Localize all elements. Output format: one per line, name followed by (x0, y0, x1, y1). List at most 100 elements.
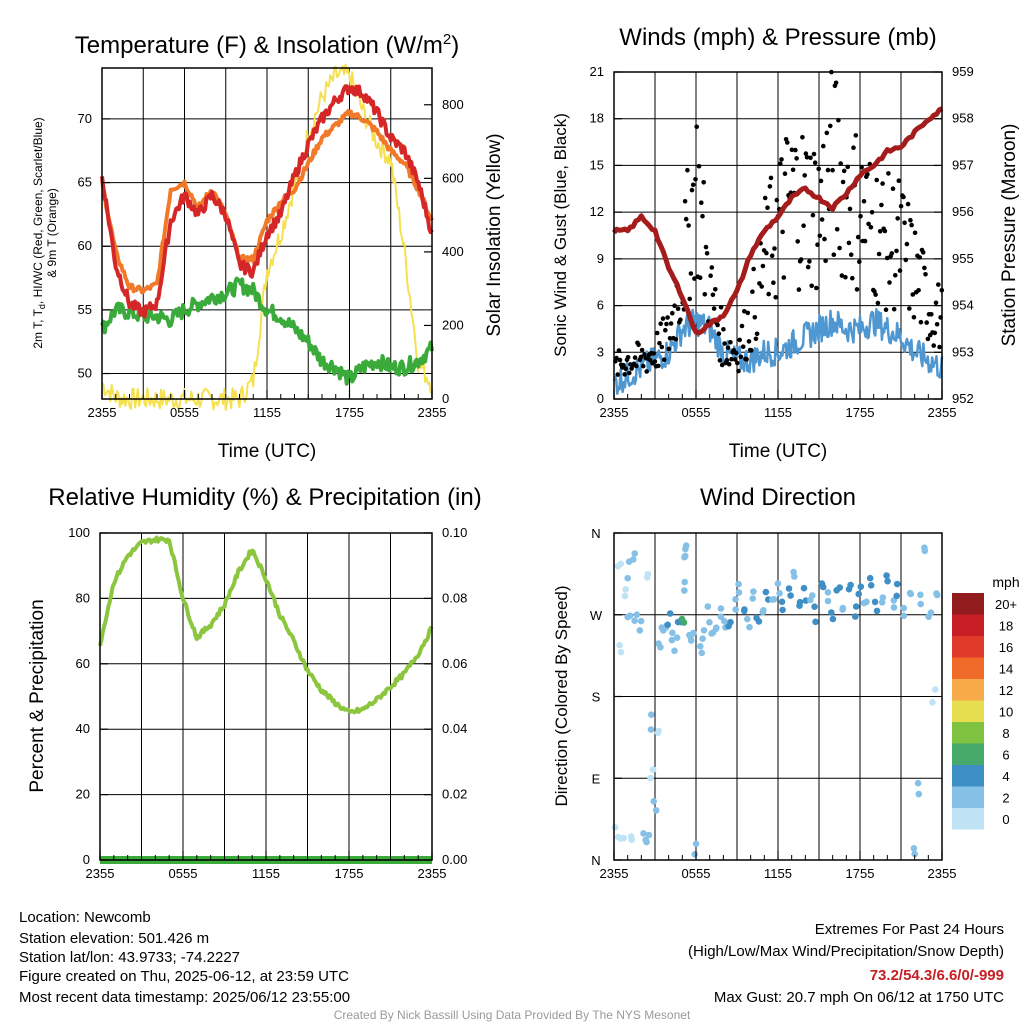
gust-point (932, 330, 938, 336)
gust-point (779, 157, 784, 162)
gust-point (661, 357, 667, 363)
gust-point (760, 263, 766, 269)
humidity-y-label: Percent & Precipitation (27, 599, 48, 792)
gust-point (801, 223, 806, 228)
y2-tick-label: 955 (952, 251, 974, 266)
gust-point (929, 312, 934, 317)
gust-point (672, 303, 677, 309)
gust-point (710, 292, 716, 298)
direction-point (818, 580, 826, 587)
gust-point (893, 273, 898, 278)
direction-point (668, 636, 676, 644)
x-tick-label: 2355 (600, 866, 629, 881)
gust-point (627, 370, 632, 376)
pressure-line (612, 106, 944, 336)
gust-point (682, 199, 688, 204)
gust-point (902, 220, 907, 226)
gust-point (877, 229, 883, 234)
gust-point (659, 344, 665, 350)
y-tick-label: 60 (76, 656, 90, 671)
gust-point (773, 295, 778, 300)
direction-title: Wind Direction (700, 484, 856, 511)
x-tick-label: 0555 (169, 866, 198, 881)
direction-point (878, 599, 886, 606)
y2-tick-label: 200 (442, 317, 464, 332)
gust-point (697, 275, 703, 281)
direction-point (669, 629, 676, 637)
gust-point (644, 369, 649, 374)
gust-point (816, 166, 821, 172)
gust-point (782, 171, 788, 176)
direction-point (721, 617, 728, 625)
direction-point (643, 838, 650, 846)
direction-point (785, 585, 793, 592)
direction-point (708, 630, 715, 637)
direction-point (735, 580, 742, 588)
direction-point (630, 556, 637, 563)
gust-point (772, 246, 777, 251)
y-tick-label: 15 (590, 157, 604, 172)
gust-point (762, 195, 768, 201)
gust-point (693, 177, 698, 182)
direction-point (680, 619, 688, 626)
footer-location: Location: Newcomb (19, 909, 151, 926)
gust-point (663, 327, 668, 333)
direction-point (910, 845, 918, 852)
gust-point (742, 309, 747, 314)
gust-point (818, 178, 824, 184)
x-tick-label: 0555 (170, 405, 199, 420)
direction-point (681, 578, 688, 586)
x-tick-label: 1155 (252, 866, 280, 881)
x-tick-label: 2355 (88, 405, 117, 420)
direction-point (621, 592, 629, 600)
y2-tick-label: 953 (952, 344, 974, 359)
legend-swatch (952, 593, 984, 615)
direction-points (611, 542, 941, 858)
direction-point (929, 699, 936, 706)
legend-label: 18 (999, 619, 1013, 634)
direction-point (807, 596, 814, 604)
direction-point (699, 635, 706, 642)
gust-point (891, 306, 897, 312)
gust-point (789, 147, 795, 153)
gust-point (800, 135, 805, 140)
gust-point (754, 331, 760, 337)
winds-y-axis: 0 3 6 9 12 15 18 21 (590, 64, 622, 406)
direction-point (633, 611, 641, 618)
x-tick-label: 2355 (86, 866, 115, 881)
direction-point (750, 588, 757, 595)
gust-point (847, 206, 853, 212)
gust-point (862, 238, 868, 244)
extremes-title: Extremes For Past 24 Hours (815, 921, 1004, 938)
x-tick-label: 1155 (253, 405, 281, 420)
gust-point (690, 182, 696, 188)
direction-point (857, 583, 865, 590)
humidity-y-axis: 0 20 40 60 80 100 (68, 525, 108, 867)
gust-point (785, 140, 790, 145)
direction-point (645, 831, 653, 839)
gust-point (668, 321, 674, 326)
gust-point (718, 305, 724, 310)
gust-point (869, 209, 875, 215)
gust-point (617, 357, 623, 363)
direction-point (655, 640, 662, 647)
gust-point (807, 259, 812, 264)
gust-point (868, 225, 874, 230)
direction-point (732, 596, 739, 603)
direction-point (917, 600, 924, 608)
gust-point (678, 317, 683, 323)
direction-point (836, 584, 843, 591)
gust-point (937, 344, 942, 350)
winds-title: Winds (mph) & Pressure (mb) (619, 24, 936, 51)
gust-point (774, 197, 780, 203)
gust-point (821, 143, 826, 149)
direction-point (704, 603, 712, 610)
direction-point (624, 574, 631, 582)
max-gust: Max Gust: 20.7 mph On 06/12 at 1750 UTC (714, 989, 1004, 1006)
gust-point (912, 230, 918, 236)
gust-point (673, 337, 679, 342)
temperature-panel: Temperature (F) & Insolation (W/m2) 50 55… (31, 31, 505, 462)
gust-point (886, 171, 891, 176)
gust-point (732, 357, 738, 362)
winds-x-axis: 2355 0555 1155 1755 2355 (600, 390, 956, 420)
